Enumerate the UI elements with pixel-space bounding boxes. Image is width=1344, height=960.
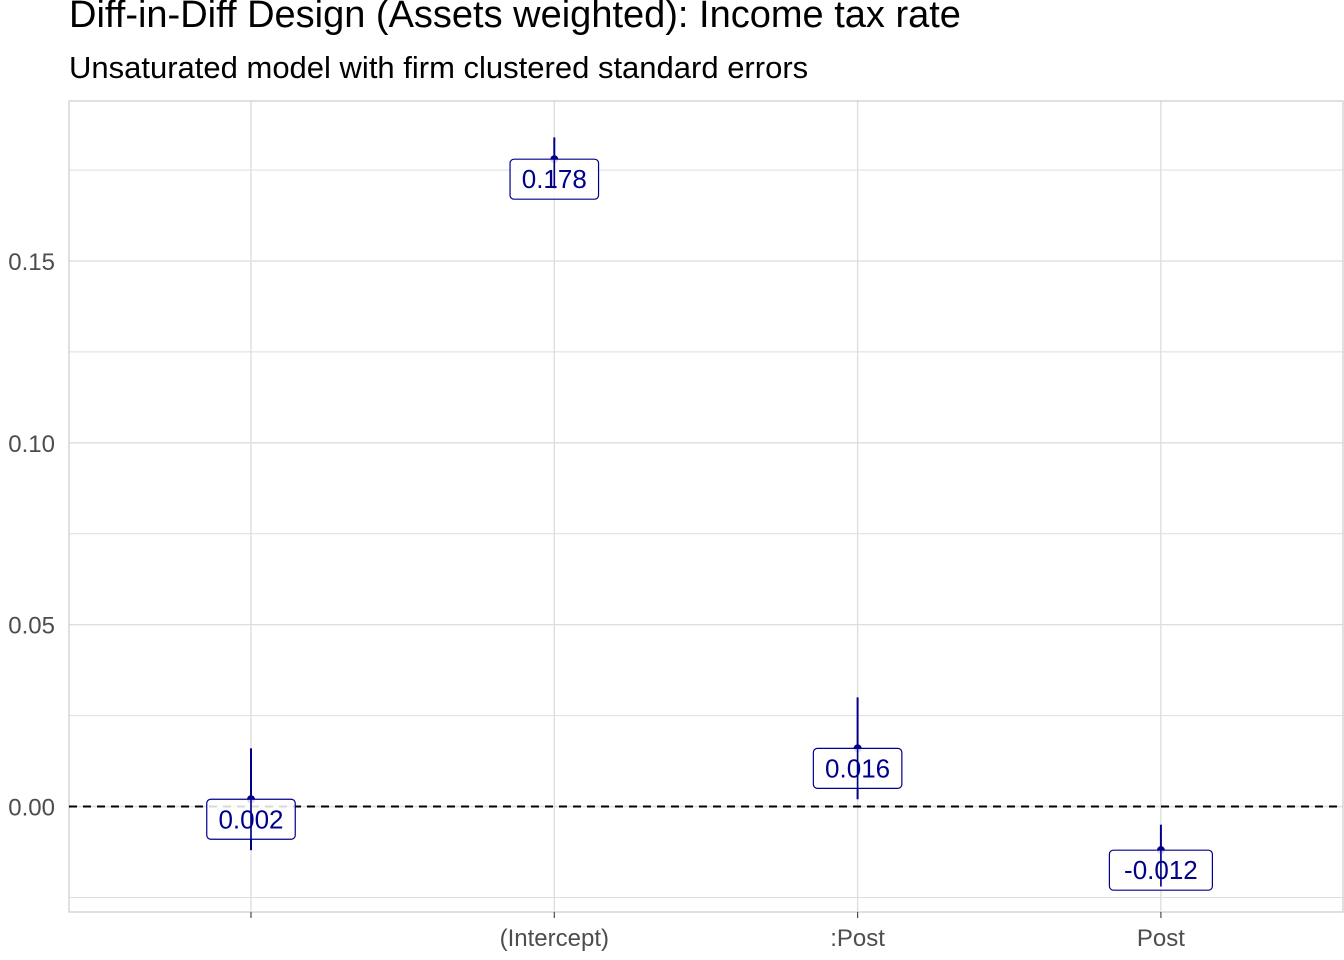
panel-border bbox=[68, 100, 1344, 913]
data-label-text: 0.016 bbox=[825, 753, 890, 783]
y-tick-label: 0.10 bbox=[8, 431, 55, 458]
data-label: 0.002 bbox=[206, 798, 296, 840]
y-tick-label: 0.15 bbox=[8, 249, 55, 276]
data-label: 0.178 bbox=[509, 158, 600, 200]
x-tick-label: :Post bbox=[830, 925, 885, 952]
chart-title: Diff-in-Diff Design (Assets weighted): I… bbox=[69, 0, 961, 36]
data-label-text: 0.002 bbox=[218, 804, 283, 834]
data-label: 0.016 bbox=[812, 747, 903, 789]
chart-subtitle: Unsaturated model with firm clustered st… bbox=[69, 50, 809, 85]
data-label-text: -0.012 bbox=[1124, 855, 1198, 885]
data-label: -0.012 bbox=[1108, 849, 1214, 891]
data-label-text: 0.178 bbox=[522, 164, 587, 194]
data-marks: 0.002 0.178 0.016 -0.012 bbox=[69, 137, 1343, 891]
grid-lines bbox=[68, 100, 1344, 913]
y-tick-label: 0.05 bbox=[8, 613, 55, 640]
x-tick-label: (Intercept) bbox=[500, 925, 609, 952]
y-tick-label: 0.00 bbox=[8, 795, 55, 822]
axes: 0.00 0.05 0.10 0.15 (Intercept) :Post Post bbox=[8, 249, 1185, 952]
x-tick-label: Post bbox=[1137, 925, 1185, 952]
